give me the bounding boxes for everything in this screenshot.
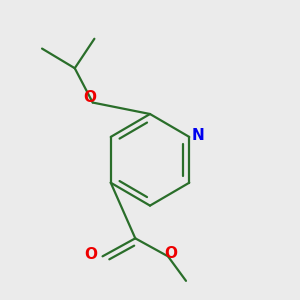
Text: O: O	[164, 246, 177, 261]
Text: O: O	[83, 90, 96, 105]
Text: O: O	[85, 247, 98, 262]
Text: N: N	[192, 128, 205, 143]
